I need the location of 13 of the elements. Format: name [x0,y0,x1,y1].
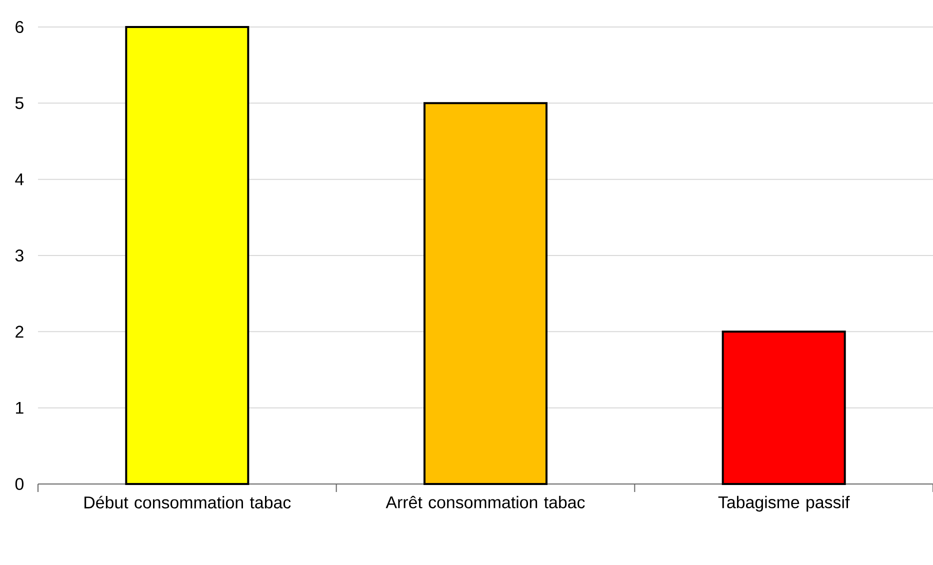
x-tick-label: Début consommation tabac [84,496,291,508]
bar [424,102,548,485]
x-tick-label: Tabagisme passif [718,496,850,512]
bar [722,330,846,485]
y-tick-label: 4 [15,174,24,186]
y-tick-label: 0 [15,478,24,490]
y-tick-label: 2 [16,326,24,338]
bar [125,26,250,485]
y-tick-label: 6 [16,21,24,33]
y-tick-label: 5 [15,97,24,110]
y-tick-label: 3 [15,250,24,262]
x-tick-label: Arrêt consommation tabac [386,496,585,508]
y-tick-label: 1 [16,402,24,414]
